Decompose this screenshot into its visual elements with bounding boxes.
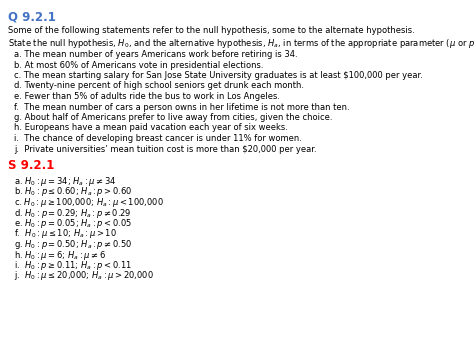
Text: e. Fewer than 5% of adults ride the bus to work in Los Angeles.: e. Fewer than 5% of adults ride the bus … [14,92,280,101]
Text: Q 9.2.1: Q 9.2.1 [8,10,56,23]
Text: State the null hypothesis, $H_0$, and the alternative hypothesis, $H_a$, in term: State the null hypothesis, $H_0$, and th… [8,37,474,50]
Text: f.  $H_0 : \mu \leq 10$; $H_a : \mu > 10$: f. $H_0 : \mu \leq 10$; $H_a : \mu > 10$ [14,227,117,240]
Text: g. $H_0 : p = 0.50$; $H_a : p \neq 0.50$: g. $H_0 : p = 0.50$; $H_a : p \neq 0.50$ [14,238,133,251]
Text: a. $H_0 : \mu = 34$; $H_a : \mu \neq 34$: a. $H_0 : \mu = 34$; $H_a : \mu \neq 34$ [14,175,117,188]
Text: i.  The chance of developing breast cancer is under 11% for women.: i. The chance of developing breast cance… [14,134,302,143]
Text: c. The mean starting salary for San Jose State University graduates is at least : c. The mean starting salary for San Jose… [14,71,423,80]
Text: S 9.2.1: S 9.2.1 [8,159,55,172]
Text: f.  The mean number of cars a person owns in her lifetime is not more than ten.: f. The mean number of cars a person owns… [14,103,350,111]
Text: a. The mean number of years Americans work before retiring is 34.: a. The mean number of years Americans wo… [14,50,298,59]
Text: h. $H_0 : \mu = 6$; $H_a : \mu \neq 6$: h. $H_0 : \mu = 6$; $H_a : \mu \neq 6$ [14,248,106,261]
Text: b. At most 60% of Americans vote in presidential elections.: b. At most 60% of Americans vote in pres… [14,60,264,70]
Text: g. About half of Americans prefer to live away from cities, given the choice.: g. About half of Americans prefer to liv… [14,113,332,122]
Text: b. $H_0 : p \leq 0.60$; $H_a : p > 0.60$: b. $H_0 : p \leq 0.60$; $H_a : p > 0.60$ [14,186,133,199]
Text: Some of the following statements refer to the null hypothesis, some to the alter: Some of the following statements refer t… [8,26,415,35]
Text: h. Europeans have a mean paid vacation each year of six weeks.: h. Europeans have a mean paid vacation e… [14,123,288,132]
Text: d. $H_0 : p = 0.29$; $H_a : p \neq 0.29$: d. $H_0 : p = 0.29$; $H_a : p \neq 0.29$ [14,206,131,220]
Text: d. Twenty-nine percent of high school seniors get drunk each month.: d. Twenty-nine percent of high school se… [14,82,304,91]
Text: e. $H_0 : p = 0.05$; $H_a : p < 0.05$: e. $H_0 : p = 0.05$; $H_a : p < 0.05$ [14,217,132,230]
Text: j.  Private universities’ mean tuition cost is more than $20,000 per year.: j. Private universities’ mean tuition co… [14,144,317,154]
Text: j.  $H_0 : \mu \leq 20{,}000$; $H_a : \mu > 20{,}000$: j. $H_0 : \mu \leq 20{,}000$; $H_a : \mu… [14,270,154,283]
Text: c. $H_0 : \mu \geq 100{,}000$; $H_a : \mu < 100{,}000$: c. $H_0 : \mu \geq 100{,}000$; $H_a : \m… [14,196,164,209]
Text: i.  $H_0 : p \geq 0.11$; $H_a : p < 0.11$: i. $H_0 : p \geq 0.11$; $H_a : p < 0.11$ [14,259,132,272]
